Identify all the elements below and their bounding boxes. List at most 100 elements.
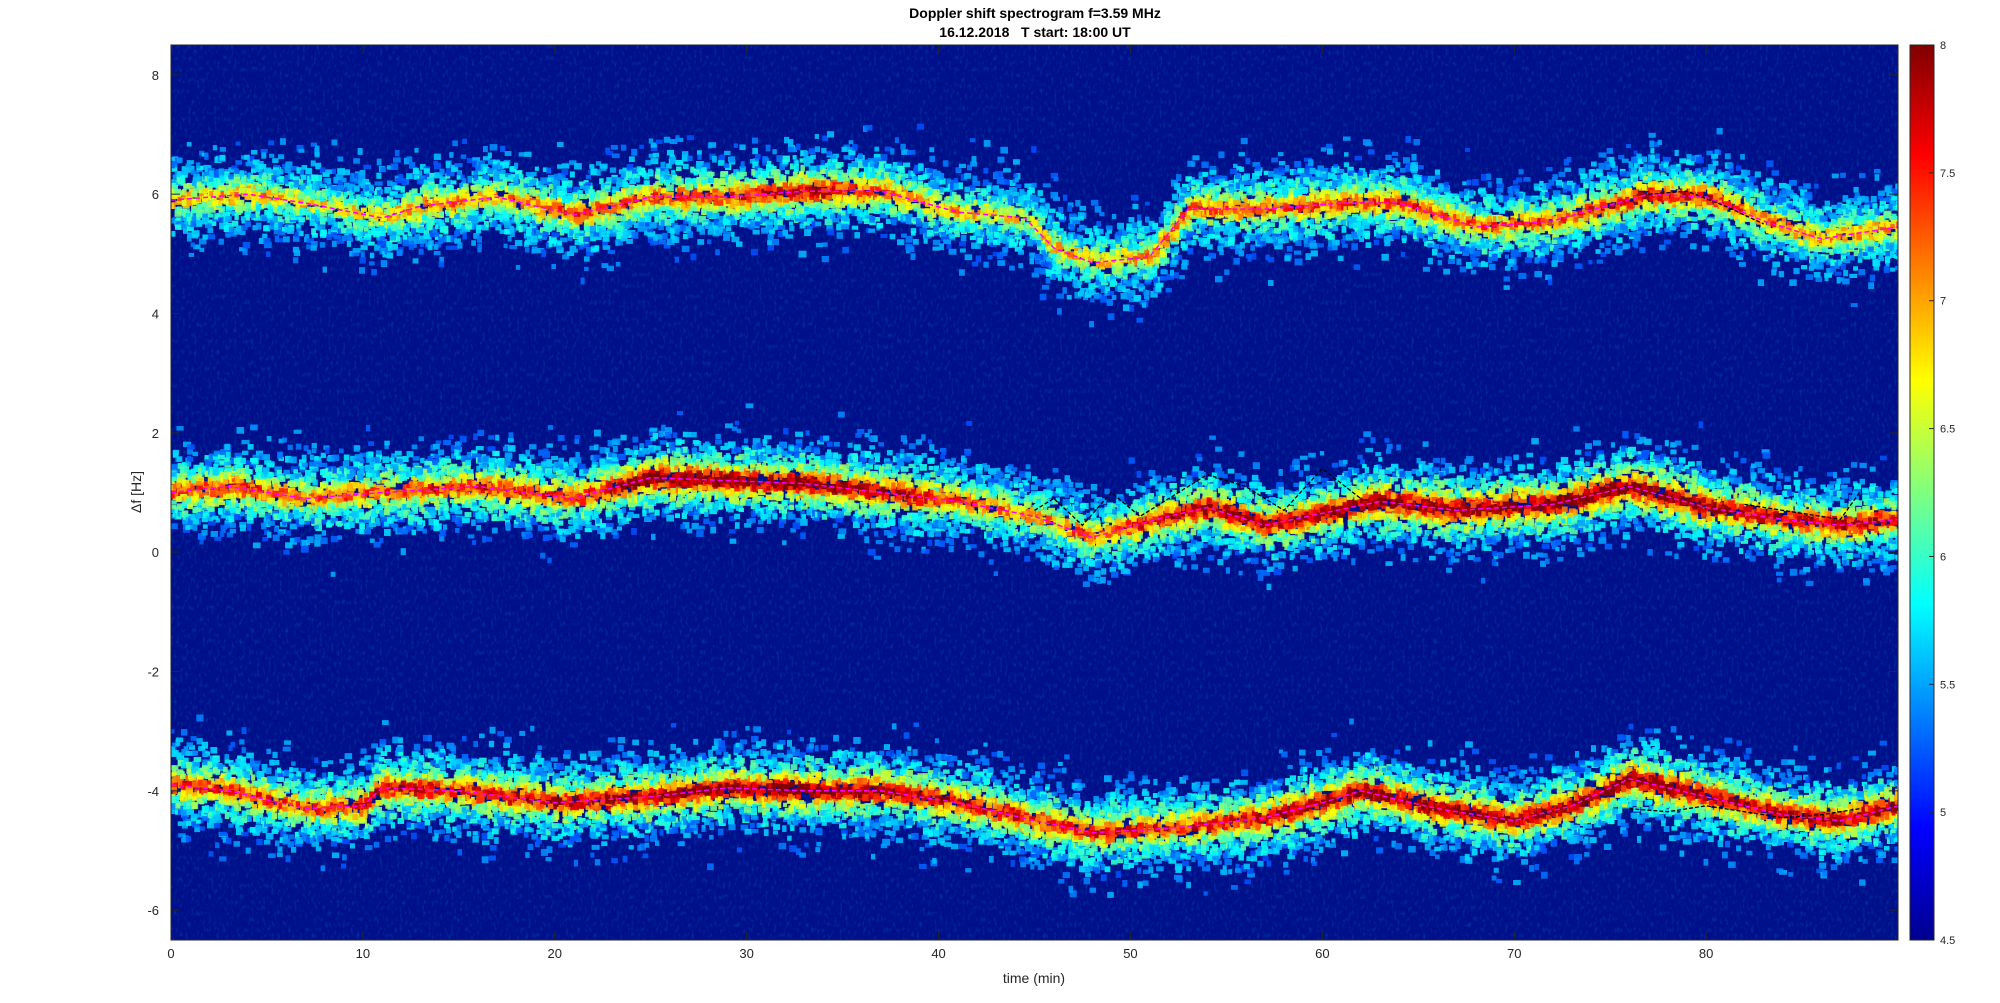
spectrogram-cell — [1000, 147, 1008, 154]
spectrogram-cell — [959, 164, 966, 168]
spectrogram-cell — [1129, 305, 1134, 312]
spectrogram-cell — [970, 225, 976, 232]
spectrogram-cell — [546, 223, 552, 229]
spectrogram-cell — [745, 177, 749, 182]
spectrogram-cell — [1029, 187, 1035, 193]
spectrogram-cell — [874, 164, 878, 168]
spectrogram-cell — [965, 254, 973, 260]
spectrogram-cell — [675, 257, 679, 263]
spectrogram-cell — [611, 145, 618, 150]
spectrogram-cell — [540, 199, 546, 205]
spectrogram-cell — [1142, 302, 1146, 307]
spectrogram-cell — [762, 211, 767, 215]
spectrogram-cell — [1143, 259, 1148, 264]
spectrogram-cell — [907, 246, 915, 252]
spectrogram-cell — [284, 167, 290, 173]
spectrogram-cell — [1089, 232, 1093, 238]
spectrogram-cell — [199, 248, 204, 252]
spectrogram-cell — [651, 158, 659, 164]
spectrogram-cell — [212, 201, 218, 206]
spectrogram-cell — [670, 233, 674, 239]
spectrogram-cell — [809, 208, 817, 214]
spectrogram-cell — [975, 229, 980, 235]
spectrogram-cell — [752, 148, 758, 154]
spectrogram-cell — [1040, 206, 1045, 210]
spectrogram-cell — [954, 195, 960, 202]
spectrogram-cell — [910, 253, 915, 260]
spectrogram-cell — [987, 209, 992, 213]
spectrogram-cell — [826, 179, 830, 185]
spectrogram-cell — [961, 235, 967, 242]
spectrogram-cell — [1061, 233, 1066, 237]
spectrogram-cell — [616, 182, 623, 187]
spectrogram-cell — [726, 226, 731, 231]
spectrogram-cell — [610, 167, 616, 172]
spectrogram-cell — [349, 198, 354, 203]
spectrogram-cell — [191, 242, 195, 247]
spectrogram-cell — [933, 240, 940, 246]
spectrogram-cell — [728, 179, 732, 184]
spectrogram-cell — [1091, 200, 1098, 206]
spectrogram-cell — [752, 138, 758, 144]
spectrogram-cell — [622, 183, 629, 188]
spectrogram-cell — [1040, 219, 1045, 225]
spectrogram-cell — [1056, 255, 1061, 260]
spectrogram-cell — [283, 212, 288, 217]
spectrogram-cell — [997, 260, 1005, 266]
spectrogram-cell — [240, 170, 244, 176]
spectrogram-cell — [983, 168, 988, 174]
spectrogram-cell — [654, 216, 658, 223]
spectrogram-cell — [929, 147, 934, 152]
spectrogram-cell — [177, 158, 183, 163]
spectrogram-cell — [208, 213, 214, 217]
spectrogram-cell — [1140, 283, 1144, 287]
spectrogram-cell — [234, 228, 240, 235]
spectrogram-cell — [580, 278, 584, 285]
spectrogram-cell — [1131, 228, 1137, 233]
spectrogram-cell — [531, 172, 536, 176]
spectrogram-cell — [444, 226, 448, 233]
spectrogram-cell — [364, 220, 369, 226]
spectrogram-cell — [263, 238, 270, 244]
spectrogram-cell — [858, 153, 863, 159]
spectrogram-cell — [1063, 195, 1067, 201]
spectrogram-cell — [353, 248, 361, 253]
spectrogram-cell — [243, 242, 251, 248]
spectrogram-cell — [940, 187, 945, 193]
spectrogram-cell — [574, 163, 582, 169]
spectrogram-cell — [892, 219, 897, 225]
spectrogram-cell — [1129, 217, 1135, 222]
spectrogram-cell — [821, 148, 826, 153]
spectrogram-cell — [820, 170, 825, 174]
spectrogram-cell — [783, 182, 789, 188]
spectrogram-cell — [567, 193, 572, 199]
spectrogram-cell — [1136, 318, 1143, 323]
spectrogram-cell — [707, 211, 713, 217]
spectrogram-cell — [1023, 195, 1030, 201]
spectrogram-cell — [701, 167, 707, 174]
spectrogram-cell — [353, 158, 360, 164]
spectrogram-cell — [977, 238, 983, 244]
spectrogram-cell — [932, 185, 939, 189]
spectrogram-cell — [827, 229, 834, 236]
spectrogram-cell — [369, 221, 374, 226]
spectrogram-cell — [870, 172, 876, 178]
spectrogram-cell — [471, 240, 476, 246]
spectrogram-cell — [488, 152, 492, 158]
spectrogram-cell — [446, 161, 451, 168]
spectrogram-cell — [649, 223, 656, 229]
spectrogram-cell — [234, 168, 239, 173]
spectrogram-cell — [1099, 272, 1104, 277]
spectrogram-cell — [445, 218, 449, 223]
spectrogram-cell — [621, 145, 626, 151]
spectrogram-cell — [975, 244, 980, 249]
spectrogram-cell — [557, 164, 563, 168]
spectrogram-cell — [1153, 250, 1159, 256]
spectrogram-cell — [612, 190, 616, 194]
spectrogram-cell — [1106, 225, 1113, 230]
spectrogram-cell — [597, 169, 601, 176]
spectrogram-cell — [306, 244, 310, 249]
spectrogram-cell — [972, 176, 977, 183]
spectrogram-cell — [1144, 292, 1149, 299]
spectrogram-cell — [347, 223, 353, 229]
